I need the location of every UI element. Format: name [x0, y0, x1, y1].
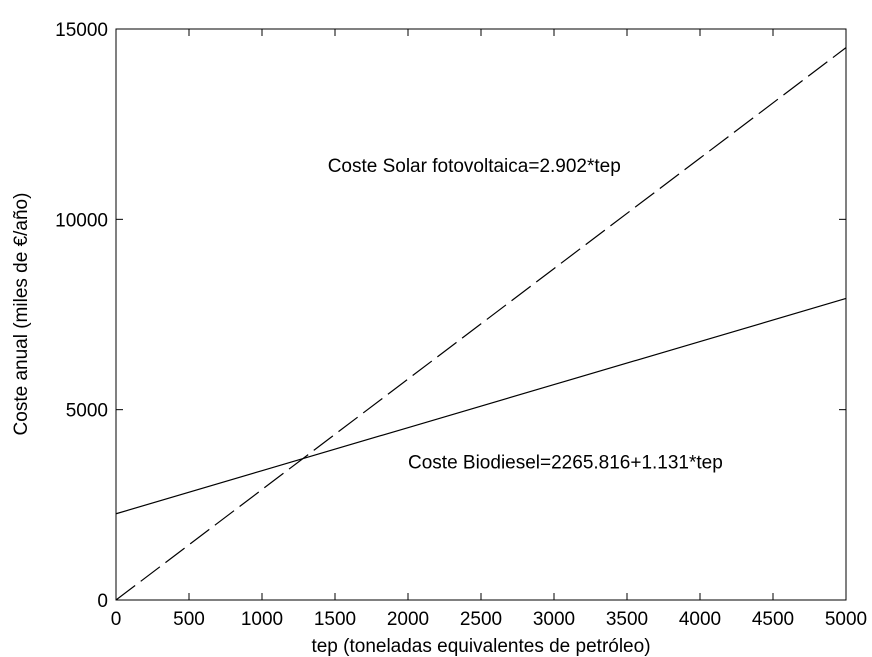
x-tick-label: 2500: [460, 609, 502, 630]
x-tick-label: 3000: [533, 609, 575, 630]
y-axis-label: Coste anual (miles de €/año): [11, 193, 32, 436]
x-tick-label: 1000: [241, 609, 283, 630]
x-tick-label: 4000: [679, 609, 721, 630]
x-tick-label: 3500: [606, 609, 648, 630]
annotation-label: Coste Biodiesel=2265.816+1.131*tep: [408, 453, 723, 474]
annotations: Coste Solar fotovoltaica=2.902*tep Coste …: [328, 156, 723, 474]
x-tick-label: 4500: [752, 609, 794, 630]
x-tick-label: 2000: [387, 609, 429, 630]
x-tick-label: 1500: [314, 609, 356, 630]
x-tick-label: 5000: [825, 609, 867, 630]
tick-labels: 0 500 1000 1500 2000 2500 3000 3500 4000 4500 5000…: [55, 20, 867, 630]
y-tick-label: 0: [97, 591, 108, 612]
annotation-label: Coste Solar fotovoltaica=2.902*tep: [328, 156, 621, 177]
y-tick-label: 5000: [66, 401, 108, 422]
x-tick-label: 500: [173, 609, 205, 630]
series-biodiesel-line: [115, 297, 847, 515]
axis-ticks: [115, 28, 847, 601]
series-layer: [115, 47, 847, 601]
x-axis-label: tep (toneladas equivalentes de petróleo): [311, 636, 650, 657]
x-tick-label: 0: [111, 609, 122, 630]
series-solar-line: [115, 47, 847, 601]
y-tick-label: 10000: [55, 210, 108, 231]
y-tick-label: 15000: [55, 20, 108, 41]
plot-area: [115, 28, 847, 601]
